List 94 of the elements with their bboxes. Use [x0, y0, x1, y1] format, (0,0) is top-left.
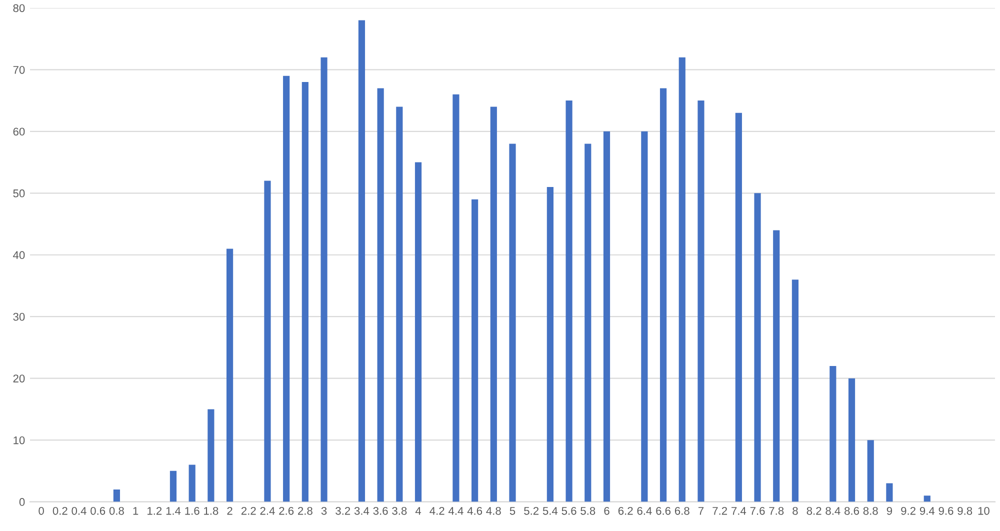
x-tick-label: 3: [321, 506, 327, 515]
bar: [472, 199, 478, 502]
x-tick-label: 4.4: [448, 507, 464, 515]
x-tick-label: 8.8: [863, 506, 878, 515]
bar: [509, 144, 516, 502]
x-tick-label: 6.6: [656, 506, 671, 515]
bar: [283, 76, 290, 502]
x-tick-label: 0: [38, 506, 44, 515]
y-tick-label: 10: [14, 436, 25, 444]
x-tick-label: 6.8: [674, 506, 690, 515]
x-tick-label: 5.4: [542, 507, 558, 515]
x-tick-label: 4.8: [486, 506, 501, 515]
bar: [792, 280, 799, 502]
x-tick-label: 2.2: [241, 506, 256, 515]
bar: [208, 409, 214, 502]
x-tick-label: 7.4: [732, 507, 746, 515]
bar: [302, 82, 308, 502]
y-tick-label: 0: [19, 498, 25, 506]
bar: [660, 88, 667, 502]
x-tick-label: 1.4: [166, 507, 181, 515]
x-tick-label: 5.2: [524, 506, 539, 515]
x-tick-label: 2.6: [279, 506, 294, 515]
bar: [490, 106, 497, 502]
x-tick-label: 0.6: [90, 506, 106, 515]
bar: [320, 57, 328, 502]
x-tick-label: 5: [510, 507, 516, 515]
x-tick-label: 9.2: [901, 506, 916, 515]
x-tick-label: 1.6: [185, 506, 200, 515]
x-tick-label: 8.2: [806, 506, 822, 515]
x-tick-label: 0.4: [72, 506, 86, 515]
y-tick-label: 70: [13, 66, 25, 74]
x-tick-label: 3.2: [336, 506, 350, 515]
x-tick-label: 6: [604, 506, 610, 515]
x-tick-label: 7.6: [750, 506, 765, 515]
bar: [641, 131, 648, 502]
x-tick-label: 2.4: [260, 506, 275, 515]
x-tick-label: 2: [227, 506, 232, 515]
bar: [358, 20, 366, 502]
x-tick-label: 10: [978, 506, 990, 515]
bar: [226, 248, 234, 502]
x-tick-label: 4: [415, 507, 422, 515]
bar: [170, 470, 177, 502]
x-tick-label: 0.2: [52, 506, 68, 515]
x-tick-label: 8.6: [844, 506, 859, 515]
x-tick-label: 7: [698, 507, 704, 515]
x-tick-label: 8: [792, 506, 798, 515]
bar: [830, 366, 836, 502]
y-tick-label: 20: [13, 374, 25, 382]
x-tick-label: 5.6: [562, 506, 576, 515]
bar: [396, 106, 403, 502]
bar: [377, 88, 384, 502]
bar: [603, 131, 610, 502]
bar: [924, 496, 930, 502]
x-tick-label: 1.8: [204, 506, 218, 515]
y-tick-label: 30: [13, 312, 25, 321]
x-tick-label: 7.2: [712, 506, 727, 515]
y-tick-label: 50: [13, 189, 25, 198]
bar: [678, 57, 686, 502]
x-tick-label: 2.8: [298, 506, 312, 515]
bar: [264, 180, 271, 502]
y-tick-label: 80: [13, 4, 25, 12]
x-tick-label: 9.8: [958, 506, 972, 515]
x-tick-label: 1: [133, 507, 138, 515]
x-tick-label: 6.4: [637, 506, 652, 515]
bar: [867, 440, 874, 502]
bar: [773, 230, 780, 502]
x-tick-label: 4.6: [467, 506, 482, 515]
bar: [848, 378, 856, 502]
y-tick-label: 40: [13, 251, 25, 260]
x-tick-label: 3.8: [392, 506, 407, 515]
bar: [452, 94, 460, 502]
x-tick-label: 3.6: [373, 506, 388, 515]
y-tick-label: 60: [13, 128, 25, 136]
x-tick-label: 0.8: [109, 506, 124, 515]
x-tick-label: 3.4: [354, 506, 370, 515]
x-tick-label: 4.2: [430, 506, 444, 515]
x-tick-label: 1.2: [148, 506, 162, 515]
x-tick-label: 6.2: [618, 506, 633, 515]
bar: [113, 489, 120, 502]
bar: [188, 464, 196, 502]
x-tick-label: 9: [886, 506, 892, 515]
x-tick-label: 9.6: [938, 506, 954, 515]
bar: [735, 112, 742, 502]
bar: [698, 100, 704, 502]
bar: [754, 193, 761, 502]
bar: [886, 483, 893, 502]
x-tick-label: 5.8: [580, 506, 596, 515]
x-tick-label: 9.4: [920, 506, 935, 515]
bar: [584, 144, 592, 502]
bar: [414, 162, 422, 502]
x-tick-label: 7.8: [769, 506, 784, 515]
bar: [546, 186, 554, 502]
x-tick-label: 8.4: [826, 506, 840, 515]
bar: [566, 100, 572, 502]
